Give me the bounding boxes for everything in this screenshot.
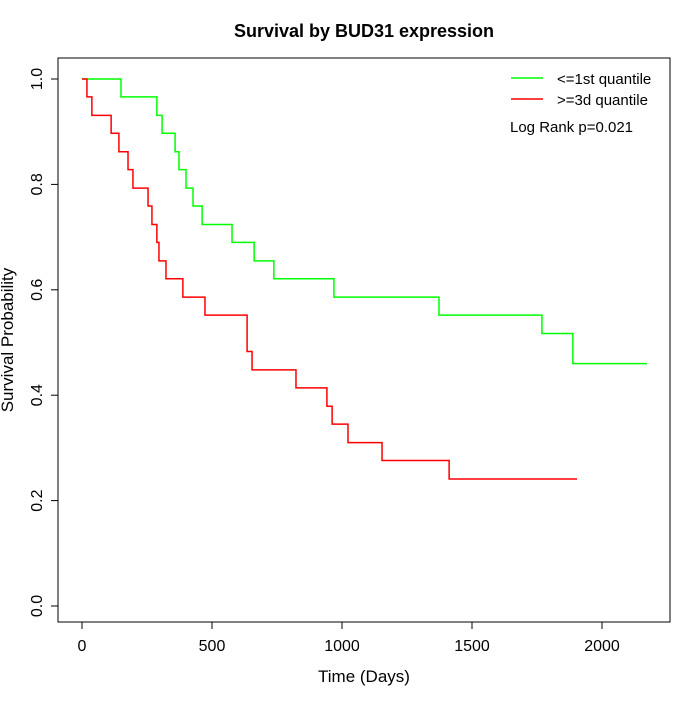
x-axis-label: Time (Days) <box>318 667 410 686</box>
series-group <box>82 78 647 480</box>
y-tick-label: 0.2 <box>29 489 46 511</box>
x-tick-label: 2000 <box>584 638 620 655</box>
y-axis-label: Survival Probability <box>0 267 17 412</box>
legend-label-low: <=1st quantile <box>557 71 651 88</box>
y-tick-label: 0.8 <box>29 173 46 195</box>
survival-curve-low <box>82 78 647 365</box>
y-tick-label: 0.4 <box>29 384 46 406</box>
x-tick-label: 0 <box>78 638 87 655</box>
x-axis: 0 500 1000 1500 2000 <box>78 621 620 655</box>
x-tick-label: 1000 <box>324 638 360 655</box>
plot-frame <box>57 57 671 623</box>
y-axis: 0.0 0.2 0.4 0.6 0.8 1.0 <box>29 68 59 617</box>
x-tick-label: 500 <box>199 638 226 655</box>
legend-label-high: >=3d quantile <box>557 92 648 109</box>
y-tick-label: 1.0 <box>29 68 46 90</box>
x-tick-label: 1500 <box>454 638 490 655</box>
legend: <=1st quantile >=3d quantile <box>511 71 651 109</box>
chart-title: Survival by BUD31 expression <box>234 21 494 41</box>
log-rank-annotation: Log Rank p=0.021 <box>510 119 633 136</box>
y-tick-label: 0.6 <box>29 279 46 301</box>
y-tick-label: 0.0 <box>29 595 46 617</box>
survival-curve-high <box>82 78 578 480</box>
